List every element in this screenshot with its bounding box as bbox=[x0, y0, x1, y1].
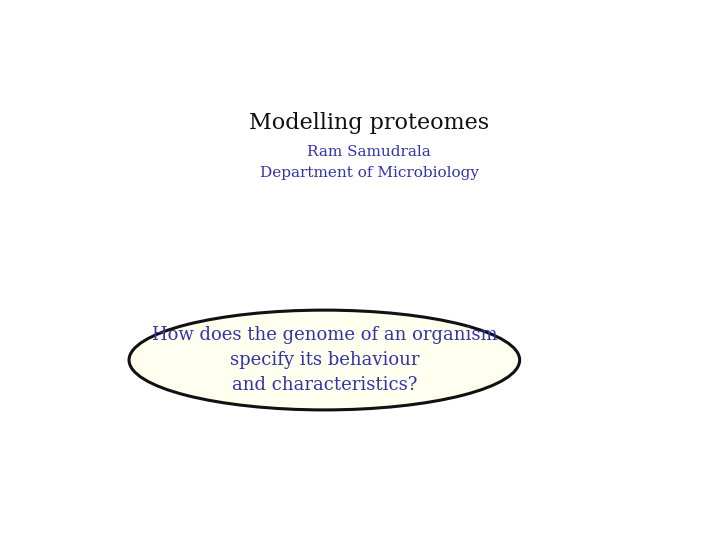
Ellipse shape bbox=[129, 310, 520, 410]
Text: Department of Microbiology: Department of Microbiology bbox=[259, 166, 479, 180]
Text: Ram Samudrala: Ram Samudrala bbox=[307, 145, 431, 159]
Text: Modelling proteomes: Modelling proteomes bbox=[249, 112, 489, 134]
Text: How does the genome of an organism
specify its behaviour
and characteristics?: How does the genome of an organism speci… bbox=[151, 326, 498, 394]
